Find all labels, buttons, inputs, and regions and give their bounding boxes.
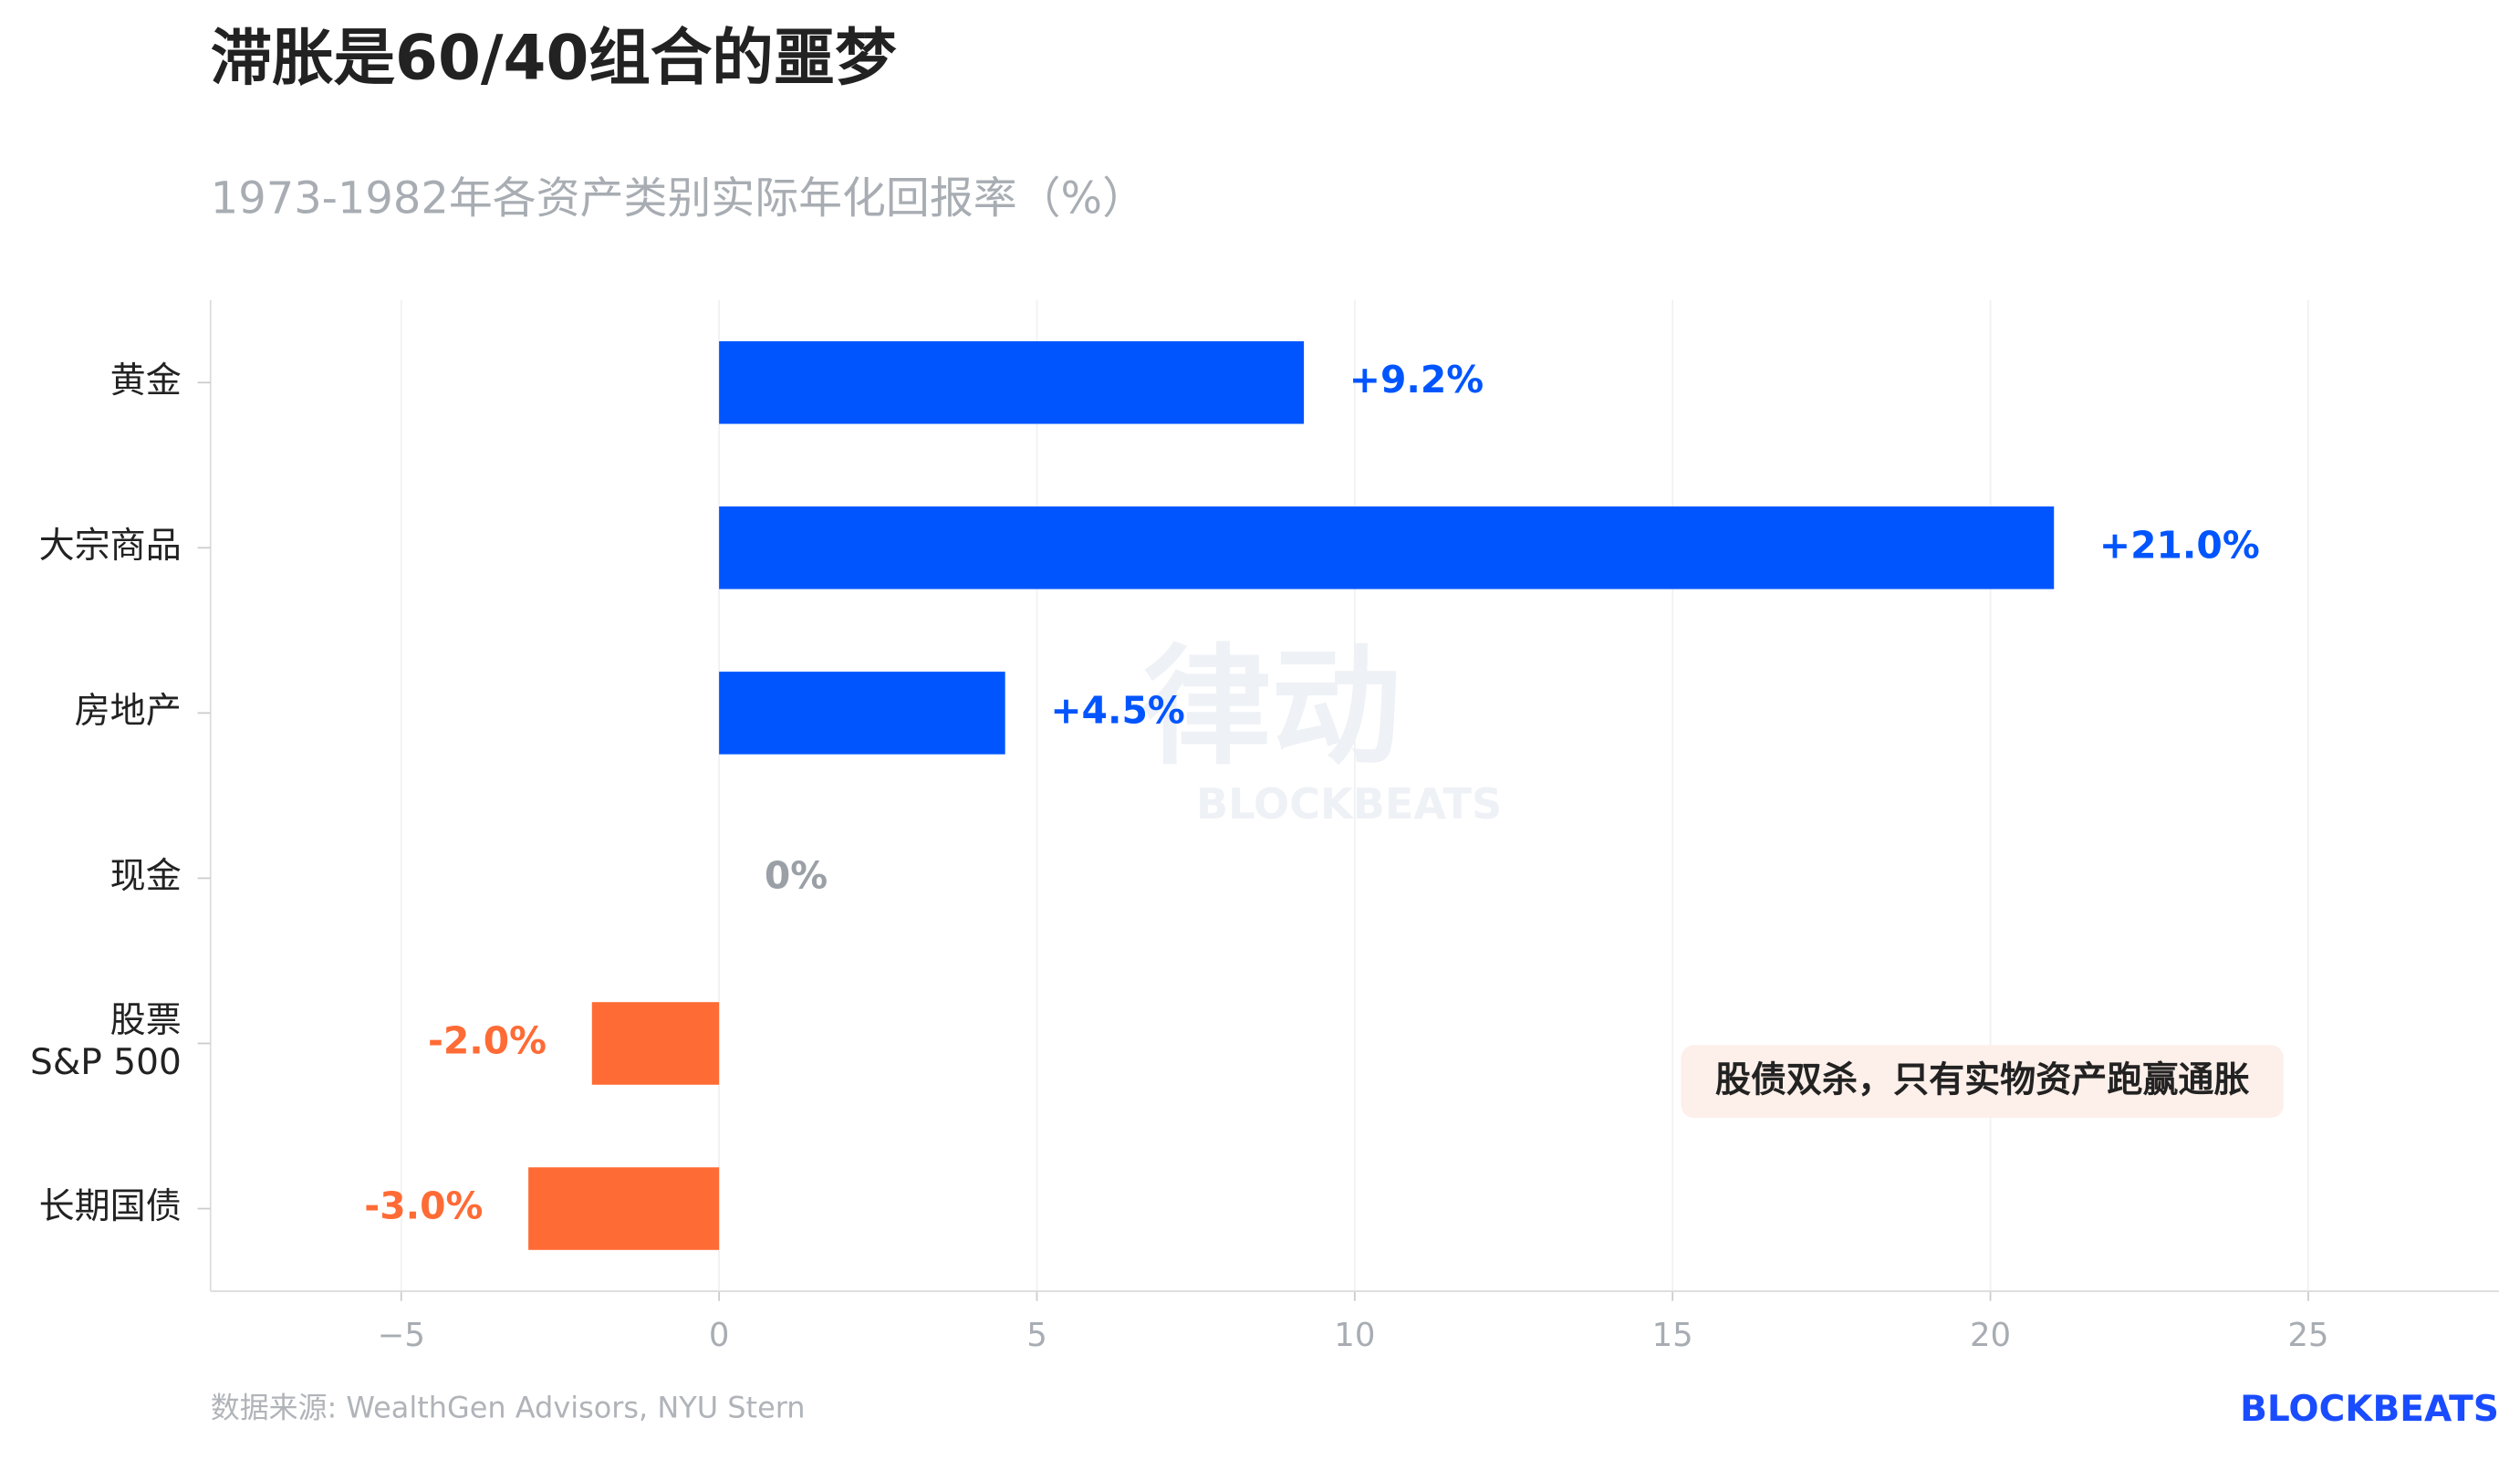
y-label-box: 长期国债 <box>38 1187 182 1228</box>
bar <box>528 1167 720 1250</box>
y-tick-label: 股票 S&P 500 <box>30 1001 182 1084</box>
annotation: 股债双杀，只有实物资产跑赢通胀 <box>1715 1060 2250 1101</box>
bar <box>719 672 1005 755</box>
watermark: BLOCKBEATS <box>1196 779 1502 829</box>
y-label-box: 现金 <box>109 857 182 898</box>
logo: BLOCKBEATS <box>2240 1389 2499 1430</box>
value-label: +21.0% <box>2099 523 2260 567</box>
watermark: 律动 <box>1141 632 1401 783</box>
x-tick-label: −5 <box>378 1317 425 1354</box>
x-tick-label: 10 <box>1334 1317 1375 1354</box>
bar <box>591 1002 720 1085</box>
value-label: 0% <box>765 853 828 897</box>
value-label: -2.0% <box>428 1018 547 1062</box>
bar <box>719 506 2055 589</box>
y-label-box: 黄金 <box>109 361 182 402</box>
value-label: +4.5% <box>1050 688 1184 732</box>
chart-subtitle: 1973-1982年各资产类别实际年化回报率（%） <box>211 173 1146 224</box>
y-label-box: 大宗商品 <box>38 527 182 568</box>
y-tick-label: 长期国债 <box>38 1187 182 1228</box>
x-tick-label: 0 <box>709 1317 730 1354</box>
y-tick-label: 大宗商品 <box>38 527 182 568</box>
annotation-box <box>1681 1045 2284 1119</box>
y-label-box: 股票 S&P 500 <box>30 1001 182 1084</box>
y-tick-label: 房地产 <box>74 692 182 733</box>
value-label: -3.0% <box>364 1184 483 1228</box>
x-tick-label: 20 <box>1970 1317 2011 1354</box>
bar <box>719 340 1305 424</box>
y-label-box: 房地产 <box>74 692 182 733</box>
y-tick-label: 现金 <box>109 857 182 898</box>
x-tick-label: 15 <box>1652 1317 1693 1354</box>
y-tick-label: 黄金 <box>109 361 182 402</box>
value-label: +9.2% <box>1349 358 1484 402</box>
x-tick-label: 25 <box>2287 1317 2328 1354</box>
chart-title: 滞胀是60/40组合的噩梦 <box>211 21 897 93</box>
source: 数据来源: WealthGen Advisors, NYU Stern <box>211 1391 806 1425</box>
x-tick-label: 5 <box>1026 1317 1047 1354</box>
